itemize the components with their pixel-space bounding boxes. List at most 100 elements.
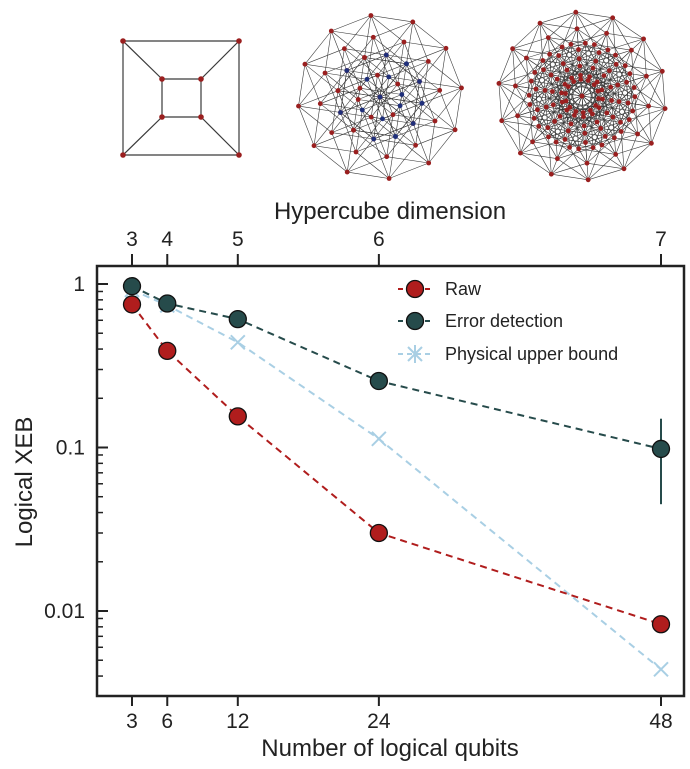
graph-edge <box>543 69 563 103</box>
graph-node <box>351 127 356 133</box>
plot-frame <box>95 264 686 698</box>
graph-node <box>598 125 604 131</box>
data-series <box>122 277 671 678</box>
graph-edge <box>557 147 594 159</box>
x-axis: 3 6 12 24 48 <box>126 696 673 733</box>
graph-node <box>554 76 560 82</box>
graph-edge <box>331 132 348 173</box>
graph-node <box>559 90 564 96</box>
graph-edge <box>590 110 594 148</box>
graph-edge <box>515 85 535 119</box>
graph-edge <box>549 42 586 55</box>
graph-node <box>496 81 502 86</box>
graph-edge <box>551 148 579 175</box>
graph-edge <box>399 105 416 146</box>
graph-edge <box>539 11 576 24</box>
graph-node <box>596 96 601 101</box>
graph-edge <box>434 87 462 122</box>
graph-edge <box>520 152 552 175</box>
graph-node <box>596 50 602 55</box>
data-point <box>369 371 389 391</box>
graph-node <box>357 85 363 91</box>
graph-node <box>541 67 546 73</box>
graph-edge <box>373 21 413 38</box>
graph-edge <box>337 74 378 91</box>
graph-edge <box>364 57 407 65</box>
graph-edge <box>548 37 586 44</box>
graph-node <box>344 169 350 175</box>
graph-node <box>559 44 565 50</box>
graph-edge <box>355 151 390 179</box>
graph-edge <box>643 38 663 72</box>
graph-node <box>545 35 551 40</box>
graph-node <box>543 104 549 110</box>
graph-edge <box>382 118 416 146</box>
graph-edge <box>593 49 609 85</box>
graph-node <box>594 79 600 85</box>
graph-edge <box>557 158 589 181</box>
graph-edge <box>415 129 456 146</box>
graph-node <box>542 88 548 93</box>
data-point <box>651 439 671 459</box>
graph-edge <box>406 48 447 65</box>
graph-node <box>563 91 568 96</box>
graph-node <box>296 103 301 109</box>
graph-node <box>401 39 407 45</box>
graph-node <box>383 52 389 58</box>
graph-edge <box>412 123 429 164</box>
graph-node <box>581 123 587 129</box>
legend-label: Error detection <box>445 311 563 331</box>
graph-node <box>635 131 640 137</box>
graph-node <box>604 110 610 116</box>
graph-edge <box>578 49 598 83</box>
graph-edge <box>632 110 652 144</box>
graph-node <box>631 85 637 90</box>
graph-node <box>567 104 573 110</box>
legend-marker <box>407 345 423 363</box>
graph-edge <box>200 40 240 80</box>
graph-node <box>578 72 583 78</box>
graph-node <box>565 84 571 89</box>
graph-node <box>410 121 416 126</box>
graph-edge <box>587 54 616 81</box>
graph-edge <box>122 116 163 156</box>
graph-edge <box>594 44 632 51</box>
top-tick-label: 6 <box>373 228 385 251</box>
graph-edge <box>337 90 354 131</box>
graph-node <box>584 160 590 166</box>
graph-node <box>550 89 555 94</box>
graph-node <box>159 114 165 120</box>
graph-edge <box>592 147 625 170</box>
graph-edge <box>501 120 533 143</box>
graph-edge <box>379 81 420 98</box>
graph-node <box>546 134 551 140</box>
graph-node <box>609 98 614 103</box>
graph-node <box>540 58 546 63</box>
graph-edge <box>520 152 558 159</box>
legend-label: Raw <box>445 279 482 299</box>
legend-item: Raw <box>398 279 482 299</box>
graph-edge <box>331 30 365 58</box>
graph-node <box>641 36 646 42</box>
graph-node <box>344 68 350 73</box>
graph-node <box>580 110 586 115</box>
graph-edge <box>498 83 530 105</box>
top-tick-label: 7 <box>655 228 667 251</box>
graph-edge <box>629 73 649 107</box>
graph-edge <box>552 65 581 92</box>
graph-edge <box>614 137 652 144</box>
graph-node <box>594 119 600 125</box>
graph-node <box>613 61 619 67</box>
graph-edge <box>373 37 407 65</box>
graph-node <box>355 97 361 102</box>
data-point <box>371 431 387 447</box>
graph-edge <box>629 73 633 112</box>
graph-edge <box>564 113 593 140</box>
graph-edge <box>498 57 527 84</box>
graph-node <box>368 13 374 18</box>
graph-edge <box>428 61 462 89</box>
graph-edge <box>517 115 549 138</box>
graph-edge <box>634 87 666 109</box>
graph-node <box>329 130 335 136</box>
graph-edge <box>587 154 616 181</box>
